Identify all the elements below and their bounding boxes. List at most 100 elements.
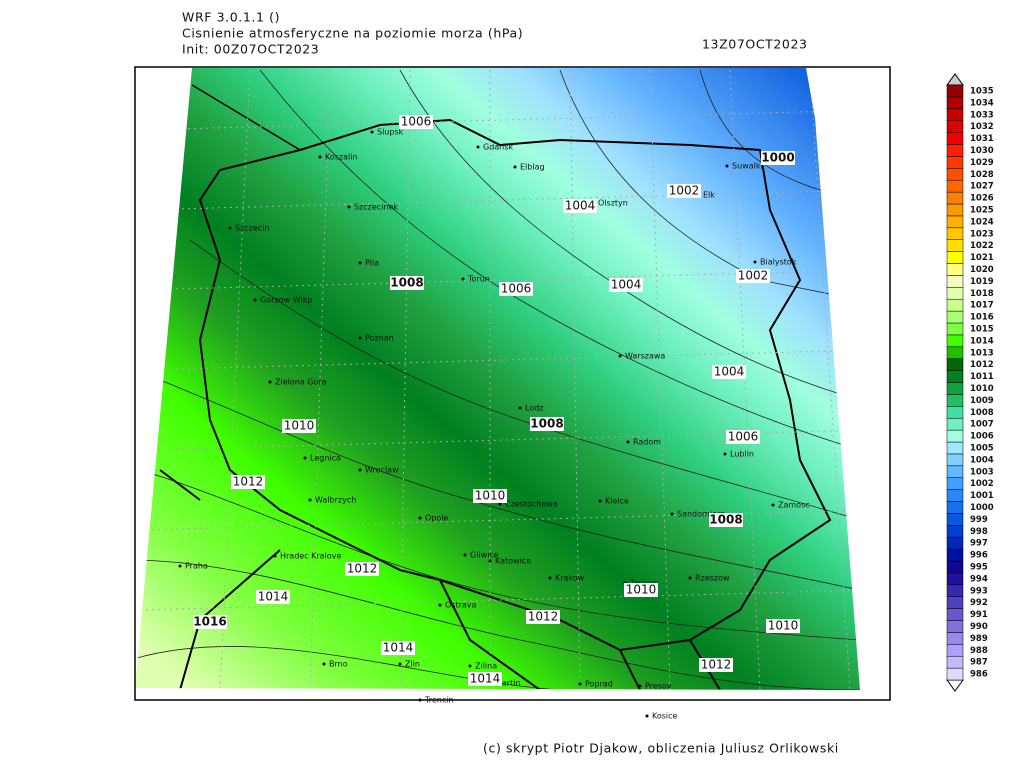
colorbar-label: 1031 <box>970 134 994 144</box>
city-dot <box>513 165 517 169</box>
city-label: Torun <box>467 275 490 284</box>
colorbar-swatch <box>946 179 964 193</box>
colorbar-swatch <box>946 620 964 633</box>
colorbar-swatch <box>946 239 964 252</box>
city-label: Gliwice <box>470 551 499 560</box>
city-dot <box>771 503 775 507</box>
colorbar-label: 1034 <box>970 98 994 108</box>
colorbar-swatch <box>946 572 964 586</box>
colorbar-label: 986 <box>970 670 988 680</box>
header-line: Init: 00Z07OCT2023 <box>182 42 319 57</box>
isobar-label: 1006 <box>501 282 532 296</box>
city-label: Walbrzych <box>315 496 356 505</box>
city-label: Bialystok <box>760 258 797 267</box>
city-label: Kielce <box>605 497 629 506</box>
map-frame <box>134 66 891 701</box>
isobar-label: 1000 <box>761 151 794 165</box>
city-label: Szczecinek <box>354 203 398 212</box>
isobar-label: 1012 <box>233 475 264 489</box>
colorbar-label: 1013 <box>970 348 994 358</box>
city-label: Szczecin <box>235 224 270 233</box>
isobar-label: 1008 <box>709 513 742 527</box>
colorbar-swatch <box>946 548 964 562</box>
city-dot <box>463 553 467 557</box>
colorbar-label: 1001 <box>970 491 994 501</box>
city-label: Zilina <box>475 662 497 671</box>
city-dot <box>670 512 674 516</box>
city-label: Rzeszow <box>695 574 730 583</box>
colorbar-label: 1014 <box>970 336 994 346</box>
isobar-label-box <box>390 276 424 290</box>
colorbar-label: 1024 <box>970 217 994 227</box>
colorbar-swatch <box>946 501 964 514</box>
colorbar-label: 1009 <box>970 396 994 406</box>
city-label: Gorzow Wlkp <box>260 296 312 305</box>
colorbar-swatch <box>946 96 964 110</box>
isobar-label-box <box>712 365 746 379</box>
header: WRF 3.0.1.1 () Cisnienie atmosferyczne n… <box>182 10 807 57</box>
isobar-label: 1016 <box>193 615 226 629</box>
city-dot <box>370 130 374 134</box>
city-dot <box>753 260 757 264</box>
city-dot <box>438 603 442 607</box>
city-dot <box>598 499 602 503</box>
isobar-label: 1014 <box>470 672 501 686</box>
isobar-label: 1004 <box>565 199 596 213</box>
colorbar-label: 997 <box>970 539 988 549</box>
city-label: Koszalin <box>325 153 358 162</box>
city-dot <box>347 205 351 209</box>
city-dot <box>228 226 232 230</box>
city-dot <box>178 564 182 568</box>
colorbar-swatch <box>946 346 964 359</box>
colorbar-label: 1018 <box>970 289 994 299</box>
isobar-label-box <box>709 513 743 527</box>
colorbar-label: 1035 <box>970 86 994 96</box>
colorbar-swatch <box>946 251 964 264</box>
city-label: Pila <box>365 259 379 268</box>
colorbar-label: 999 <box>970 515 988 525</box>
city-dot <box>398 662 402 666</box>
colorbar-label: 1012 <box>970 360 994 370</box>
isobar-label: 1006 <box>401 115 432 129</box>
city-label: Slupsk <box>377 128 404 137</box>
colorbar-label: 996 <box>970 551 988 561</box>
isobar-label-box <box>282 419 316 433</box>
isobar-label: 1006 <box>728 430 759 444</box>
city-label: Wroclaw <box>365 466 399 475</box>
isobar-label: 1008 <box>530 417 563 431</box>
city-dot <box>273 554 277 558</box>
city-dot <box>578 682 582 686</box>
colorbar-label: 1005 <box>970 443 994 453</box>
isobar-label-box <box>345 562 379 576</box>
city-dot <box>358 261 362 265</box>
colorbar-label: 993 <box>970 586 988 596</box>
colorbar-label: 990 <box>970 622 988 632</box>
colorbar-swatch <box>946 644 964 657</box>
colorbar-label: 1029 <box>970 158 994 168</box>
city-label: Poprad <box>585 680 613 689</box>
isobar-label-box <box>563 199 597 213</box>
city-label: Katowice <box>495 557 531 566</box>
colorbar-swatch <box>946 513 964 526</box>
city-dot <box>461 277 465 281</box>
city-dot <box>418 698 422 702</box>
city-label: Lodz <box>525 404 544 413</box>
colorbar-swatch <box>946 287 964 300</box>
colorbar-label: 1007 <box>970 420 994 430</box>
isobar-label-box <box>256 590 290 604</box>
isobar-label-box <box>736 269 770 283</box>
colorbar-swatch <box>946 144 964 157</box>
isobar-label-box <box>726 430 760 444</box>
colorbar-label: 1017 <box>970 301 994 311</box>
city-label: Martin <box>495 679 521 688</box>
colorbar-swatch <box>946 536 964 550</box>
colorbar-swatch <box>946 191 964 205</box>
colorbar-label: 1030 <box>970 146 994 156</box>
colorbar-label: 998 <box>970 527 988 537</box>
colorbar-swatch <box>946 584 964 597</box>
colorbar-swatch <box>946 525 964 538</box>
isobar-label-box <box>761 151 795 165</box>
city-label: Warszawa <box>625 352 665 361</box>
city-label: Presov <box>645 682 672 691</box>
isobar-label-box <box>499 282 533 296</box>
